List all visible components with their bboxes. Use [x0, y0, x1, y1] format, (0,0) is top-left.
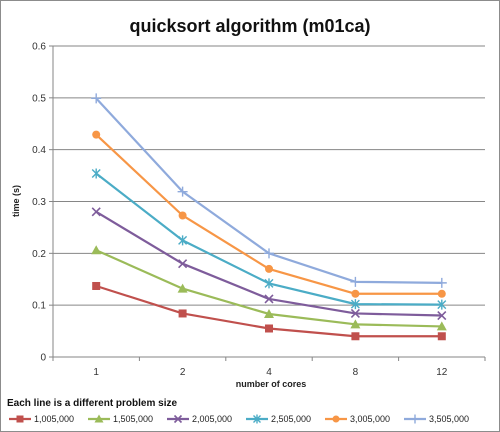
x-tick-label: 12: [436, 367, 448, 378]
legend-note: Each line is a different problem size: [7, 398, 177, 409]
data-point: [264, 278, 274, 289]
data-point: [177, 186, 188, 197]
x-tick-label: 1: [93, 367, 99, 378]
data-point: [351, 289, 360, 298]
data-point: [332, 415, 340, 423]
data-point: [410, 414, 420, 424]
data-point: [94, 414, 104, 423]
y-tick-label: 0: [40, 353, 46, 364]
data-point: [178, 235, 188, 246]
data-point: [264, 308, 274, 318]
data-point: [265, 324, 273, 333]
legend-label: 1,505,000: [113, 414, 153, 424]
data-point: [350, 319, 361, 329]
data-point: [16, 415, 24, 423]
data-point: [437, 310, 447, 321]
x-tick-label: 4: [266, 367, 272, 378]
y-tick-label: 0.1: [32, 301, 46, 312]
data-point: [178, 259, 188, 269]
axes: 00.10.20.30.40.50.61 2 4 8 12: [32, 42, 486, 378]
data-point: [264, 248, 274, 259]
y-tick-label: 0.2: [32, 249, 46, 260]
y-tick-label: 0.4: [32, 145, 46, 156]
data-point: [265, 264, 273, 273]
x-tick-label: 2: [180, 367, 186, 378]
legend-item: 2,005,000: [167, 414, 232, 424]
y-axis-title: time (s): [11, 185, 21, 217]
data-point: [436, 321, 447, 331]
data-point: [91, 207, 101, 217]
data-point: [437, 332, 446, 341]
legend-label: 3,005,000: [350, 414, 390, 424]
data-point: [91, 245, 102, 255]
legend-label: 2,505,000: [271, 414, 311, 424]
data-point: [178, 211, 187, 220]
legend-item: 3,005,000: [325, 414, 390, 424]
data-point: [173, 414, 183, 424]
legend-item: 1,005,000: [9, 414, 74, 424]
legend-label: 1,005,000: [34, 414, 74, 424]
legend-item: 2,505,000: [246, 414, 311, 424]
data-point: [92, 281, 101, 290]
data-point: [178, 309, 187, 318]
legend-item: 1,505,000: [88, 414, 153, 424]
data-point: [92, 130, 101, 139]
data-point: [350, 299, 360, 310]
legend: 1,005,000 1,505,000 2,005,000 2,505,000 3,00…: [9, 414, 469, 424]
data-point: [264, 294, 274, 304]
y-tick-label: 0.6: [32, 42, 46, 53]
legend-label: 3,505,000: [429, 414, 469, 424]
x-axis-title: number of cores: [236, 379, 307, 389]
data-point: [436, 277, 447, 288]
chart-title: quicksort algorithm (m01ca): [129, 16, 370, 36]
x-tick-label: 8: [353, 367, 359, 378]
data-point: [350, 308, 360, 319]
data-point: [437, 299, 447, 310]
legend-item: 3,505,000: [404, 414, 469, 424]
data-point: [437, 289, 446, 298]
data-point: [350, 276, 361, 287]
series-group: [91, 93, 447, 341]
data-point: [351, 332, 360, 341]
legend-label: 2,005,000: [192, 414, 232, 424]
y-tick-label: 0.3: [32, 197, 46, 208]
data-point: [91, 93, 102, 104]
data-point: [253, 414, 261, 424]
data-point: [91, 168, 101, 179]
data-point: [177, 283, 188, 293]
y-tick-label: 0.5: [32, 93, 46, 104]
